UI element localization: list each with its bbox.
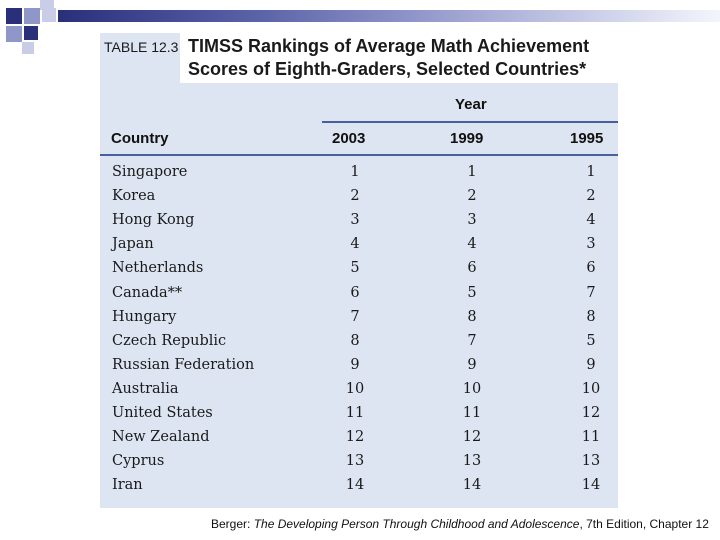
cell-rank-2003: 12 [345, 429, 365, 446]
cell-rank-2003: 9 [350, 356, 360, 373]
cell-rank-1995: 3 [586, 236, 596, 253]
cell-country: Canada** [112, 284, 183, 301]
corner-square-2 [24, 8, 40, 24]
cell-rank-2003: 3 [350, 212, 360, 229]
cell-rank-1999: 4 [467, 236, 477, 253]
cell-rank-2003: 13 [345, 453, 365, 470]
cell-rank-1995: 8 [586, 308, 596, 325]
cell-rank-1995: 5 [586, 332, 596, 349]
table-row: Czech Republic 8 7 5 [100, 329, 618, 353]
cell-rank-1995: 4 [586, 212, 596, 229]
table-row: Japan 4 4 3 [100, 232, 618, 256]
table-row: New Zealand 12 12 11 [100, 425, 618, 449]
cell-rank-2003: 10 [345, 380, 365, 397]
cell-rank-1999: 1 [467, 164, 477, 180]
cell-country: Russian Federation [112, 356, 255, 373]
cell-rank-1995: 12 [581, 405, 601, 421]
cell-country: Hungary [112, 308, 177, 325]
table-panel [100, 83, 618, 508]
cell-rank-1999: 12 [462, 429, 482, 446]
header-gradient-bar [58, 10, 720, 22]
footer-citation: Berger: The Developing Person Through Ch… [211, 517, 709, 531]
corner-square-5 [24, 26, 38, 40]
cell-rank-2003: 1 [350, 164, 360, 180]
table-row: Singapore 1 1 1 [100, 160, 618, 184]
column-header-2003: 2003 [332, 130, 366, 147]
table-number: TABLE 12.3 [104, 39, 179, 55]
cell-rank-1995: 11 [581, 429, 601, 446]
cell-rank-2003: 7 [350, 308, 360, 325]
year-header: Year [455, 96, 487, 113]
cell-rank-2003: 5 [350, 260, 360, 277]
cell-rank-1999: 11 [462, 405, 482, 421]
cell-country: Australia [112, 380, 179, 397]
table-row: Korea 2 2 2 [100, 184, 618, 208]
title-strip [100, 33, 618, 83]
cell-rank-1999: 10 [462, 380, 482, 397]
table-title-line-1: TIMSS Rankings of Average Math Achieveme… [188, 36, 590, 56]
table-row: Cyprus 13 13 13 [100, 449, 618, 473]
cell-rank-2003: 4 [350, 236, 360, 253]
table-row: United States 11 11 12 [100, 401, 618, 425]
table-row: Australia 10 10 10 [100, 377, 618, 401]
column-header-1995: 1995 [570, 130, 604, 147]
table-title-line-2: Scores of Eighth-Graders, Selected Count… [188, 59, 587, 79]
column-header-country: Country [111, 130, 169, 147]
cell-rank-1995: 6 [586, 260, 596, 277]
footer-suffix: , 7th Edition, Chapter 12 [579, 517, 709, 531]
cell-country: Cyprus [112, 453, 165, 470]
corner-square-3 [42, 8, 56, 22]
cell-rank-1995: 14 [581, 477, 601, 494]
footer-prefix: Berger: [211, 517, 254, 531]
cell-rank-1999: 6 [467, 260, 477, 277]
corner-square-7 [22, 42, 34, 54]
column-header-1999: 1999 [450, 130, 484, 147]
cell-rank-2003: 2 [350, 188, 360, 205]
cell-country: New Zealand [112, 429, 210, 446]
cell-country: Singapore [112, 164, 188, 180]
cell-rank-2003: 14 [345, 477, 365, 494]
corner-square-4 [6, 26, 22, 42]
table-row: Netherlands 5 6 6 [100, 256, 618, 280]
cell-rank-2003: 6 [350, 284, 360, 301]
corner-square-6 [40, 0, 54, 10]
cell-rank-1995: 9 [586, 356, 596, 373]
cell-country: Hong Kong [112, 212, 195, 229]
cell-country: Netherlands [112, 260, 204, 277]
cell-rank-1999: 13 [462, 453, 482, 470]
cell-rank-1999: 9 [467, 356, 477, 373]
cell-rank-1999: 7 [467, 332, 477, 349]
cell-country: Czech Republic [112, 332, 227, 349]
cell-rank-1995: 7 [586, 284, 596, 301]
corner-square-1 [6, 8, 22, 24]
cell-rank-1995: 10 [581, 380, 601, 397]
cell-rank-1995: 13 [581, 453, 601, 470]
table-number-box: TABLE 12.3 [100, 33, 180, 83]
table-title: TIMSS Rankings of Average Math Achieveme… [188, 35, 608, 81]
cell-rank-1999: 5 [467, 284, 477, 301]
cell-rank-1999: 3 [467, 212, 477, 229]
cell-rank-1999: 8 [467, 308, 477, 325]
cell-country: Korea [112, 188, 156, 205]
cell-rank-2003: 8 [350, 332, 360, 349]
cell-rank-1995: 2 [586, 188, 596, 205]
cell-country: Iran [112, 477, 143, 494]
table-row: Canada** 6 5 7 [100, 281, 618, 305]
cell-country: United States [112, 405, 213, 421]
footer-book-title: The Developing Person Through Childhood … [253, 517, 580, 531]
year-header-rule [322, 121, 618, 123]
table-row: Russian Federation 9 9 9 [100, 353, 618, 377]
cell-rank-1999: 14 [462, 477, 482, 494]
cell-rank-1999: 2 [467, 188, 477, 205]
cell-rank-1995: 1 [586, 164, 596, 180]
cell-country: Japan [112, 236, 154, 253]
table-row: Iran 14 14 14 [100, 473, 618, 497]
table-row: Hong Kong 3 3 4 [100, 208, 618, 232]
cell-rank-2003: 11 [345, 405, 365, 421]
column-header-rule [100, 154, 618, 156]
table-row: Hungary 7 8 8 [100, 305, 618, 329]
